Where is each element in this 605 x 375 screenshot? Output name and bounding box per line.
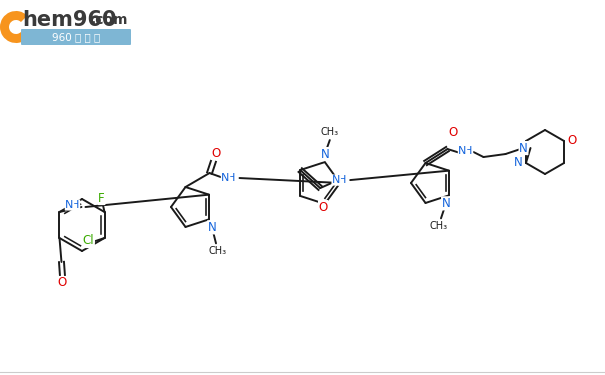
Text: N: N <box>514 156 522 170</box>
Text: N: N <box>459 146 466 156</box>
Wedge shape <box>0 11 27 43</box>
Text: O: O <box>58 276 67 290</box>
Text: CH₃: CH₃ <box>321 127 339 137</box>
Text: hem960: hem960 <box>22 10 117 30</box>
Text: O: O <box>319 201 328 214</box>
Text: O: O <box>211 147 220 159</box>
Text: O: O <box>448 126 457 138</box>
Text: N: N <box>332 175 341 185</box>
Text: N: N <box>208 221 217 234</box>
Text: H: H <box>464 146 473 156</box>
Text: N: N <box>221 173 230 183</box>
Text: N: N <box>65 200 74 210</box>
Text: .com: .com <box>91 13 128 27</box>
Text: Cl: Cl <box>83 234 94 248</box>
Text: N: N <box>519 141 528 154</box>
Text: 960 化 工 网: 960 化 工 网 <box>52 32 100 42</box>
FancyBboxPatch shape <box>21 29 131 45</box>
Text: F: F <box>98 192 105 204</box>
Text: O: O <box>567 135 577 147</box>
Text: H: H <box>71 200 80 210</box>
Text: H: H <box>227 173 236 183</box>
Text: CH₃: CH₃ <box>209 246 227 256</box>
Text: H: H <box>338 175 347 185</box>
Text: CH₃: CH₃ <box>430 221 448 231</box>
Text: N: N <box>442 197 450 210</box>
Text: N: N <box>321 148 329 160</box>
